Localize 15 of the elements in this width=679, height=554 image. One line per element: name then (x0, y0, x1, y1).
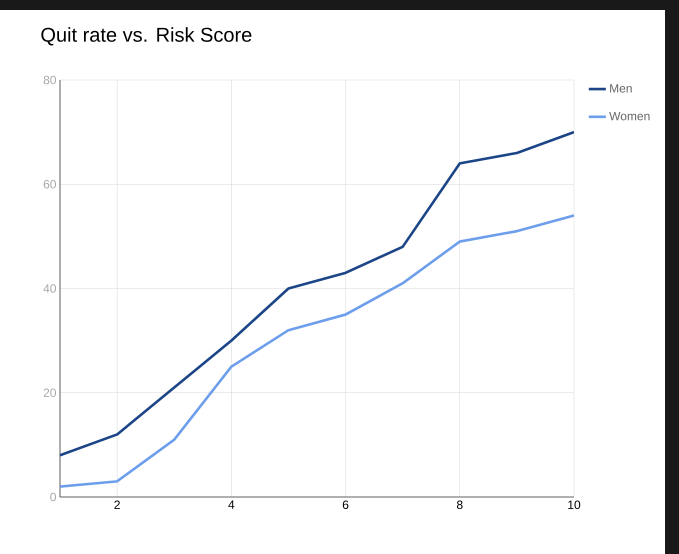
y-tick-label: 80 (44, 76, 56, 84)
y-tick-label: 60 (44, 180, 56, 188)
y-tick-label: 40 (43, 284, 56, 293)
y-tick-label: 20 (44, 388, 56, 397)
x-tick-label: 8 (456, 500, 463, 510)
line-series (60, 130, 574, 457)
line-series (60, 214, 574, 488)
y-tick-label: 0 (50, 492, 56, 502)
x-tick-label: 10 (568, 500, 580, 510)
chart-title: Quit rate vs. Risk Score (41, 27, 252, 46)
legend-label: Men (610, 84, 632, 93)
x-tick-label: 4 (228, 500, 234, 509)
x-tick-label: 2 (114, 500, 120, 509)
legend-label: Women (609, 112, 650, 120)
x-tick-label: 6 (342, 500, 348, 510)
